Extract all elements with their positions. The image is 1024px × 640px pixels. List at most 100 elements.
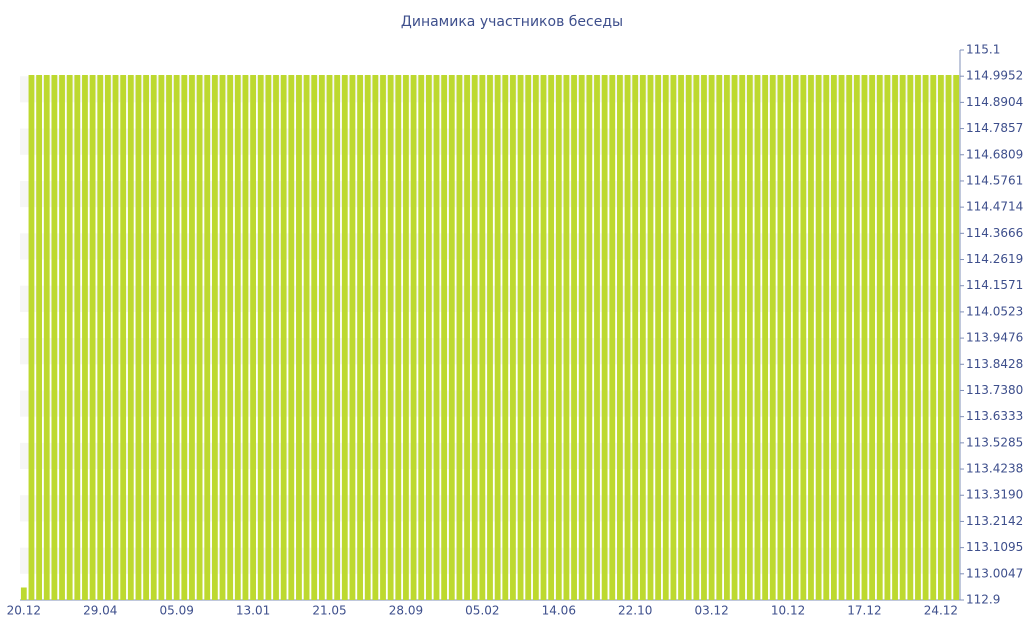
- bar: [74, 75, 81, 600]
- y-tick-label: 114.9952: [966, 69, 1023, 83]
- x-tick-label: 05.02: [465, 604, 499, 618]
- bar: [540, 75, 547, 600]
- y-tick-label: 114.7857: [966, 121, 1023, 135]
- bar: [250, 75, 256, 600]
- bar: [823, 75, 830, 600]
- bar: [701, 75, 707, 600]
- bar: [173, 75, 180, 600]
- bar: [853, 75, 860, 600]
- bar: [525, 75, 532, 600]
- bar: [280, 75, 287, 600]
- bar: [846, 75, 853, 600]
- bar: [334, 75, 341, 600]
- bar: [532, 75, 539, 600]
- bar: [135, 75, 142, 600]
- x-tick-label: 22.10: [618, 604, 652, 618]
- bar: [953, 75, 960, 600]
- bar: [808, 75, 814, 600]
- bar: [578, 75, 585, 600]
- bar: [418, 75, 425, 600]
- bar: [670, 75, 677, 600]
- bar: [632, 75, 639, 600]
- bar: [380, 75, 386, 600]
- bar: [792, 75, 799, 600]
- bar: [777, 75, 784, 600]
- bar: [387, 75, 394, 600]
- y-tick-label: 113.1095: [966, 540, 1023, 554]
- x-tick-label: 14.06: [542, 604, 576, 618]
- y-tick-label: 113.3190: [966, 488, 1023, 502]
- y-tick-label: 113.6333: [966, 409, 1023, 423]
- bar: [234, 75, 241, 600]
- bar: [120, 75, 127, 600]
- y-tick-label: 114.1571: [966, 278, 1023, 292]
- x-tick-label: 20.12: [7, 604, 41, 618]
- bar: [326, 75, 333, 600]
- bar: [158, 75, 165, 600]
- bar: [907, 75, 914, 600]
- bar: [196, 75, 203, 600]
- bar: [915, 75, 921, 600]
- y-tick-label: 113.2142: [966, 514, 1023, 528]
- bar: [838, 75, 845, 600]
- bar: [930, 75, 937, 600]
- bar: [181, 75, 188, 600]
- y-tick-label: 115.1: [966, 43, 1000, 57]
- bar: [609, 75, 616, 600]
- bar: [471, 75, 478, 600]
- bar: [937, 75, 944, 600]
- bar: [617, 75, 623, 600]
- bar: [143, 75, 150, 600]
- bar: [364, 75, 371, 600]
- x-tick-label: 13.01: [236, 604, 270, 618]
- bar: [51, 75, 58, 600]
- bar: [479, 75, 486, 600]
- bar: [876, 75, 883, 600]
- bar: [433, 75, 440, 600]
- bar: [639, 75, 646, 600]
- bar: [754, 75, 761, 600]
- bar: [395, 75, 402, 600]
- x-tick-label: 21.05: [312, 604, 346, 618]
- bar: [601, 75, 608, 600]
- bar: [204, 75, 211, 600]
- bar: [273, 75, 279, 600]
- bar: [548, 75, 555, 600]
- chart-title: Динамика участников беседы: [401, 14, 623, 30]
- bar: [189, 75, 195, 600]
- bar: [800, 75, 807, 600]
- y-tick-label: 114.2619: [966, 252, 1023, 266]
- bar: [227, 75, 234, 600]
- y-tick-label: 114.0523: [966, 304, 1023, 318]
- bar: [242, 75, 249, 600]
- bar: [265, 75, 272, 600]
- bar: [892, 75, 898, 600]
- bar: [410, 75, 417, 600]
- bar: [257, 75, 264, 600]
- bar: [563, 75, 570, 600]
- bar: [502, 75, 509, 600]
- bar: [104, 75, 111, 600]
- bar: [693, 75, 700, 600]
- bar: [150, 75, 157, 600]
- bar: [746, 75, 753, 600]
- bar: [441, 75, 448, 600]
- y-tick-label: 114.6809: [966, 147, 1023, 161]
- bar: [731, 75, 738, 600]
- bar: [762, 75, 769, 600]
- bar: [922, 75, 929, 600]
- bar: [219, 75, 226, 600]
- bar: [861, 75, 868, 600]
- y-tick-label: 113.8428: [966, 357, 1023, 371]
- bar: [586, 75, 593, 600]
- bar: [318, 75, 325, 600]
- x-tick-label: 29.04: [83, 604, 117, 618]
- bar: [357, 75, 363, 600]
- bar: [166, 75, 172, 600]
- bar: [59, 75, 65, 600]
- bar: [769, 75, 776, 600]
- bar: [899, 75, 906, 600]
- bar: [884, 75, 891, 600]
